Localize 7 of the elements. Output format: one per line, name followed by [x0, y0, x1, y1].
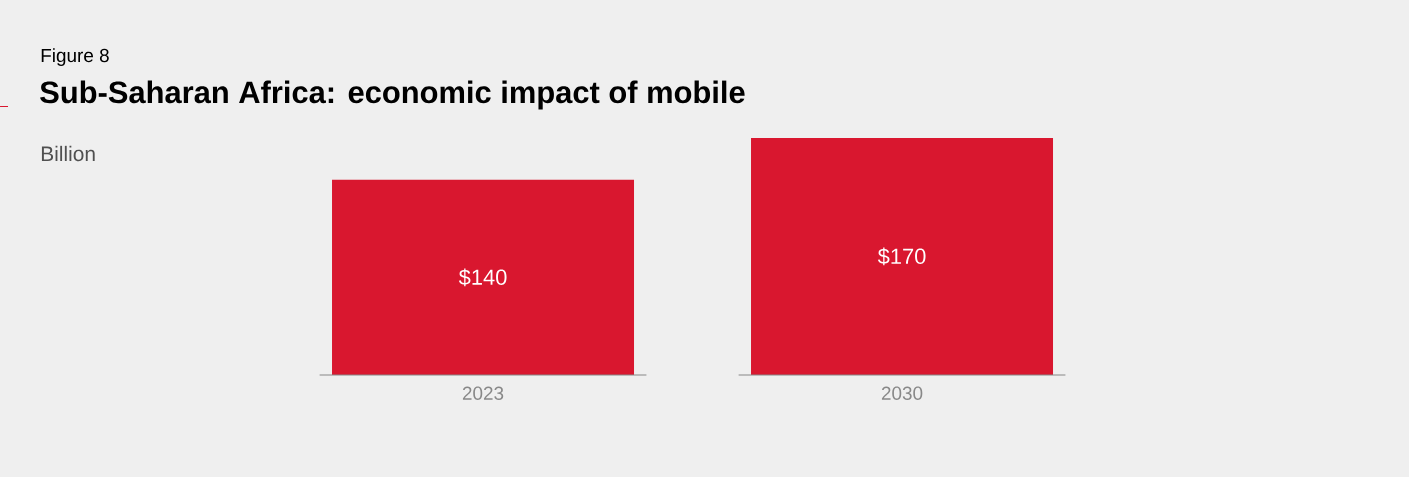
x-tick-label: 2030 [881, 386, 923, 400]
data-label: $140 [458, 268, 507, 287]
text: Billion [41, 145, 95, 162]
data-label: $170 [877, 247, 926, 266]
chart-title: Sub-Saharan Africa: economic impact of mobile [40, 80, 745, 110]
x-tick-label: 2023 [462, 386, 504, 400]
caption: Figure 8 [41, 48, 109, 66]
